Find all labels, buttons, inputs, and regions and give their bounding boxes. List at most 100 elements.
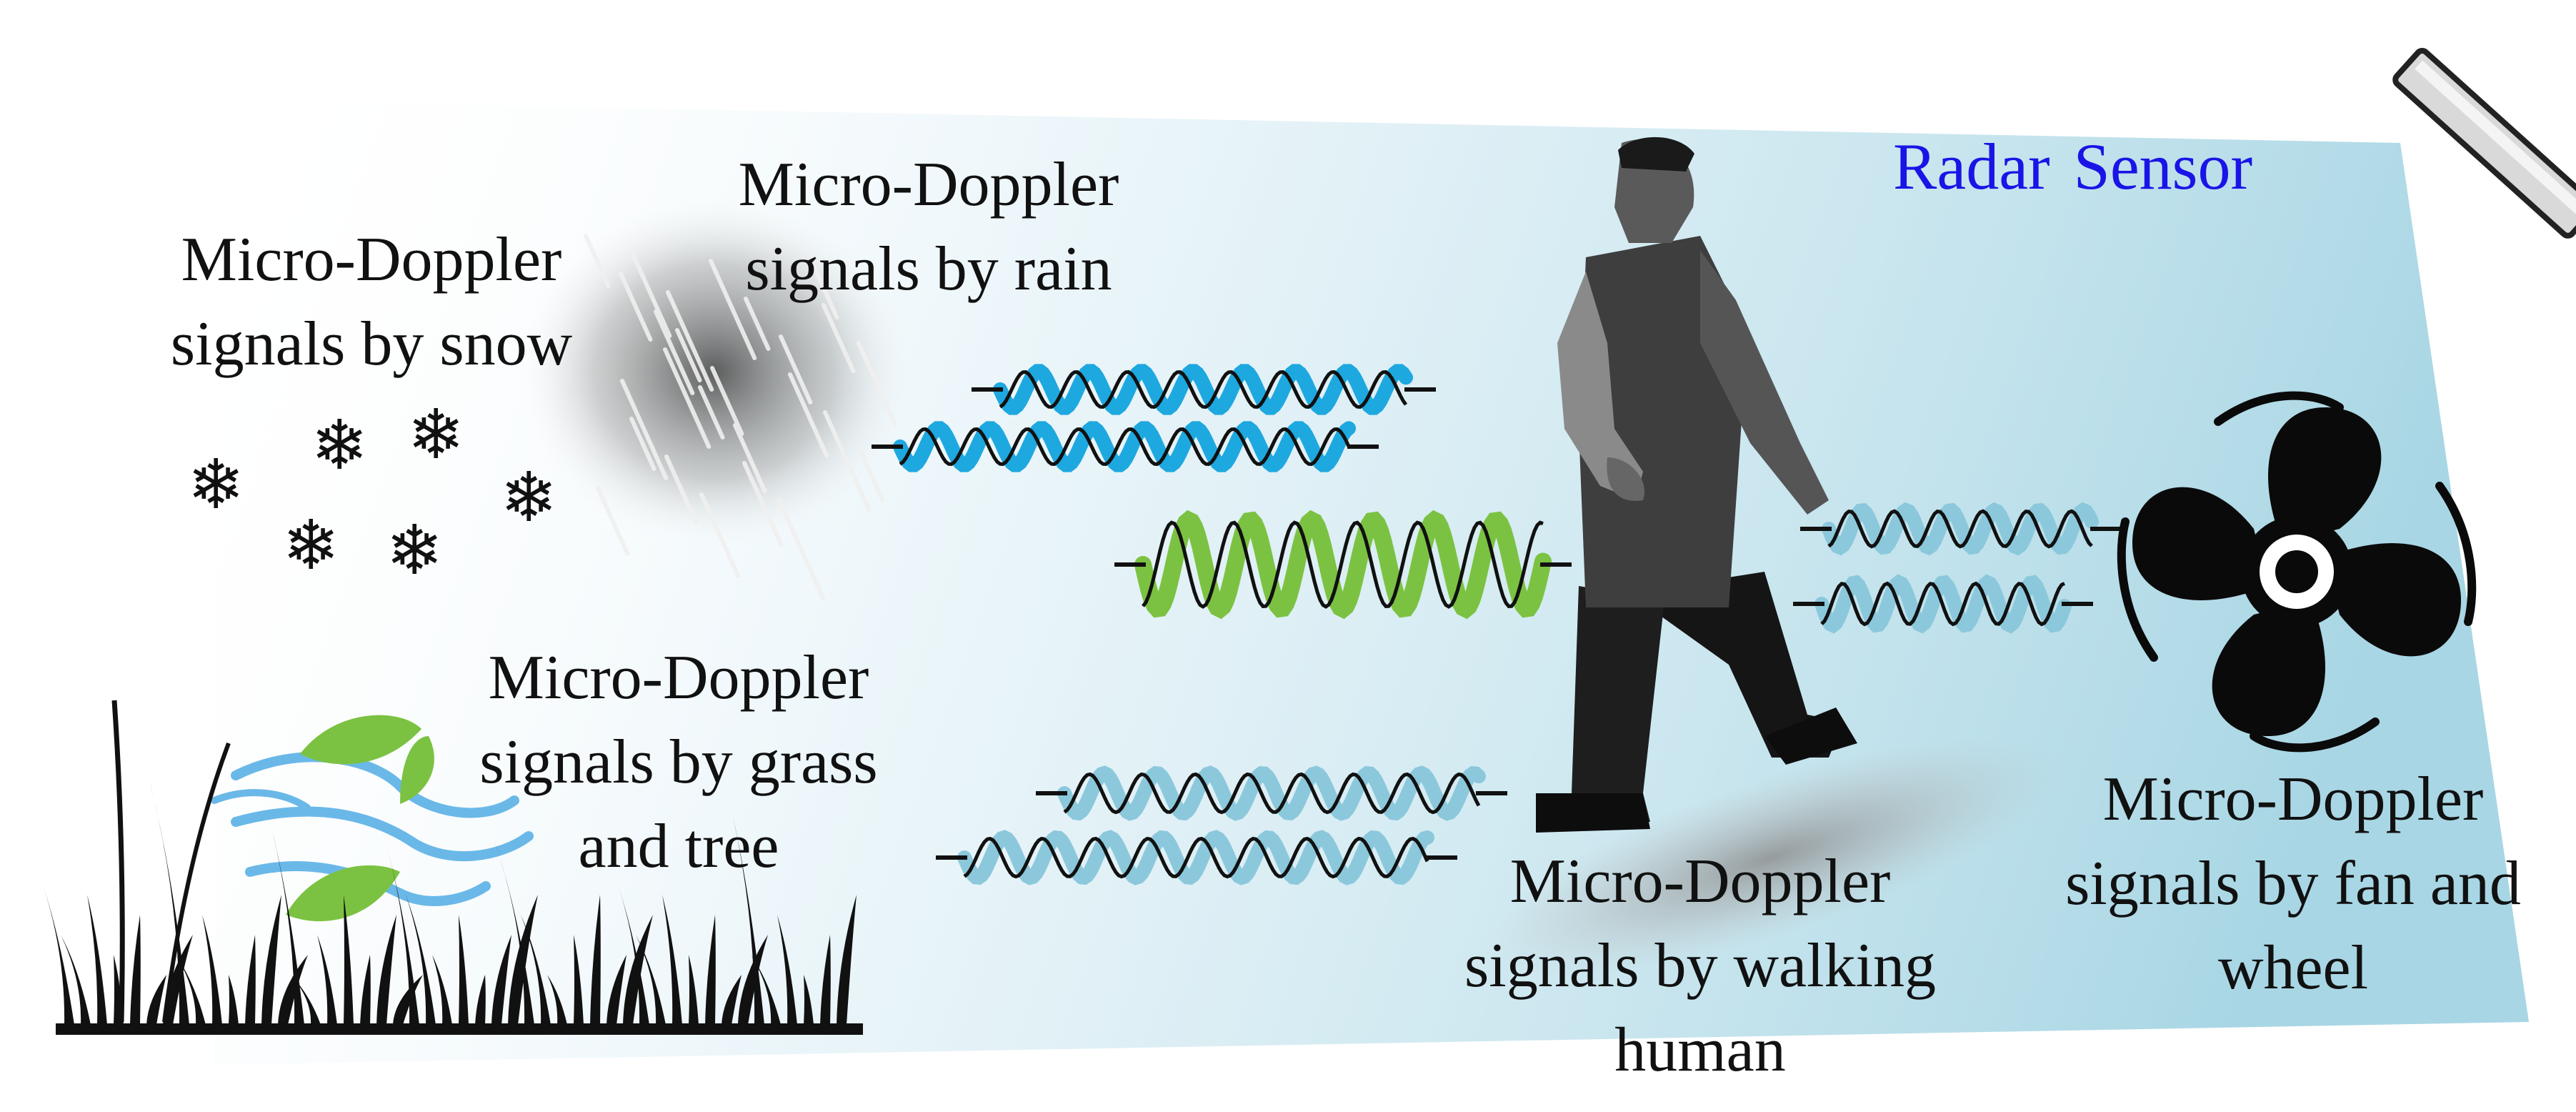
grass-blade: [547, 975, 567, 1025]
raindrop: [620, 379, 669, 480]
human-label-line1: Micro-Doppler: [1509, 847, 1891, 916]
grass-blade: [393, 975, 423, 1025]
snowflake-icon: ❄: [407, 394, 465, 475]
grass-blade: [379, 820, 419, 1025]
grass-blade: [202, 915, 222, 1025]
grass-blade: [229, 975, 239, 1025]
grass-blade: [87, 895, 107, 1025]
fan-label-line1: Micro-Doppler: [2102, 765, 2484, 834]
grass-blade: [738, 935, 768, 1025]
raindrop: [654, 309, 695, 395]
grass-blade: [406, 895, 436, 1025]
wind-icon: [211, 752, 534, 906]
rain-label: Micro-Doppler signals by rain: [672, 143, 1186, 312]
grass-icon: [34, 700, 863, 1035]
raindrop: [596, 486, 630, 556]
grass-blade: [662, 895, 682, 1025]
raindrop: [823, 410, 872, 512]
grass-blade: [491, 935, 511, 1025]
raindrop: [857, 341, 898, 427]
raindrop: [698, 385, 725, 440]
grass-blade: [245, 935, 256, 1025]
grass-blade: [376, 915, 396, 1025]
grass-blade: [574, 935, 584, 1025]
raindrop: [584, 234, 611, 288]
grass-blade: [804, 975, 814, 1025]
grass-blade: [606, 955, 626, 1025]
raindrop: [858, 448, 885, 502]
raindrop: [822, 303, 856, 373]
raindrop: [709, 259, 757, 360]
grass-blade: [722, 975, 742, 1025]
grass-blade: [149, 780, 189, 1025]
human-label: Micro-Doppler signals by walking human: [1422, 840, 1979, 1093]
human-label-line3: human: [1614, 1016, 1786, 1085]
grass-blade: [261, 895, 281, 1025]
grass-label-line1: Micro-Doppler: [488, 643, 869, 713]
radar-sensor-label: Radar Sensor: [1893, 130, 2253, 203]
micro-doppler-wave: [1793, 574, 2093, 634]
grass-blade: [609, 860, 649, 1025]
grass-blade: [475, 975, 486, 1025]
fan-label-line2: signals by fan and: [2065, 849, 2521, 918]
rain-icon: [514, 193, 914, 600]
micro-doppler-wave: [1800, 502, 2122, 556]
leaf-icon: [286, 715, 434, 922]
snowflake-icon: ❄: [187, 445, 245, 525]
raindrop: [779, 334, 813, 404]
micro-doppler-wave: [936, 830, 1457, 885]
raindrop: [742, 461, 784, 547]
snowflake-icon: ❄: [386, 510, 444, 590]
grass-blade: [724, 780, 764, 1025]
snow-label-line1: Micro-Doppler: [181, 225, 562, 294]
grass-blade: [705, 915, 716, 1025]
grass-blade: [291, 975, 321, 1025]
grass-blade: [130, 915, 141, 1025]
rain-label-line2: signals by rain: [745, 234, 1112, 304]
grass-blade: [521, 915, 551, 1025]
grass-blade: [278, 955, 308, 1025]
grass-blade: [459, 915, 469, 1025]
human-label-line2: signals by walking: [1464, 931, 1936, 1001]
grass-blade: [689, 955, 699, 1025]
snowflake-icon: ❄: [282, 505, 340, 585]
micro-doppler-wave: [872, 421, 1379, 472]
grass-blade: [494, 840, 534, 1025]
snow-label: Micro-Doppler signals by snow: [114, 218, 629, 387]
grass-blade: [264, 800, 304, 1025]
grass-blade: [146, 975, 166, 1025]
grass-blade: [176, 955, 206, 1025]
grass-blade: [837, 895, 857, 1025]
walking-human-icon: [1536, 136, 1857, 833]
raindrop: [699, 492, 741, 578]
radar-sensor-icon: [2392, 48, 2576, 239]
raindrop: [788, 372, 829, 458]
grass-blade: [636, 935, 666, 1025]
raindrop: [812, 265, 839, 319]
micro-doppler-wave: [972, 364, 1436, 415]
snowflake-icon: ❄: [500, 457, 558, 537]
grass-stalk: [111, 700, 125, 1023]
raindrop: [629, 417, 657, 471]
grass-blade: [163, 935, 193, 1025]
raindrop: [619, 272, 653, 342]
raindrop: [666, 290, 714, 392]
fan-label: Micro-Doppler signals by fan and wheel: [2022, 758, 2565, 1011]
fan-label-line3: wheel: [2217, 933, 2369, 1003]
grass-blade: [432, 955, 452, 1025]
micro-doppler-wave: [1114, 510, 1572, 620]
grass-blade: [777, 915, 797, 1025]
raindrop: [777, 499, 826, 600]
grass-label-line3: and tree: [578, 812, 779, 881]
raindrop: [664, 455, 699, 525]
rain-label-line1: Micro-Doppler: [738, 150, 1119, 219]
fan-icon: [2117, 391, 2477, 753]
raindrop: [744, 297, 771, 351]
grass-blade: [360, 955, 371, 1025]
grass-blade: [61, 935, 91, 1025]
raindrop: [733, 423, 767, 493]
grass-blade: [590, 895, 601, 1025]
raindrop: [631, 252, 672, 338]
raindrop: [710, 366, 744, 436]
